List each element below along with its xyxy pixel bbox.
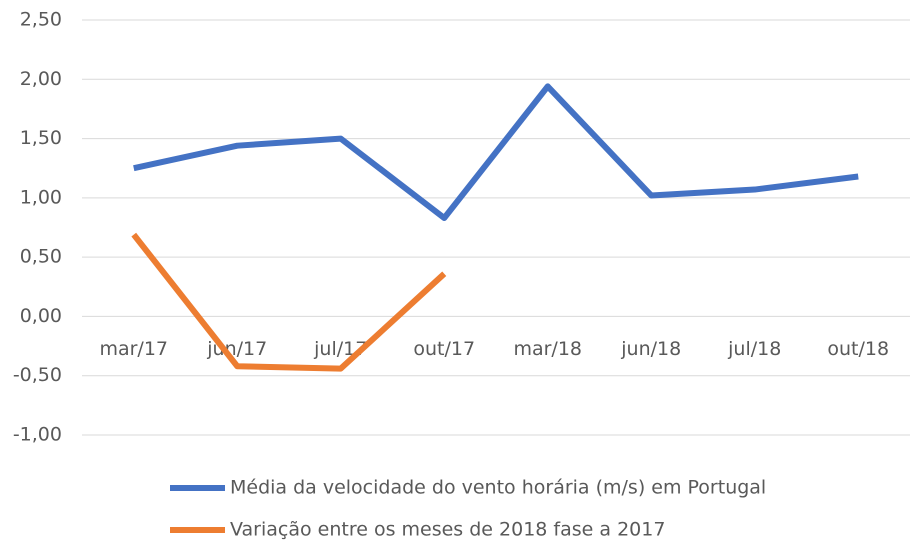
y-tick-label: 1,50 [20, 127, 62, 149]
y-tick-label: 0,50 [20, 246, 62, 268]
x-tick-label: mar/18 [513, 338, 582, 360]
y-tick-label: 1,00 [20, 186, 62, 208]
y-tick-label: -1,00 [13, 424, 62, 446]
y-tick-label: 0,00 [20, 305, 62, 327]
y-tick-label: 2,50 [20, 9, 62, 31]
x-tick-label: out/18 [827, 338, 889, 360]
x-tick-label: mar/17 [99, 338, 168, 360]
legend-label: Média da velocidade do vento horária (m/… [230, 477, 766, 499]
series-line [133, 83, 859, 222]
y-tick-label: -0,50 [13, 364, 62, 386]
series-line [131, 232, 447, 372]
x-tick-label: jun/18 [620, 338, 681, 360]
legend-label: Variação entre os meses de 2018 fase a 2… [230, 519, 665, 541]
x-tick-label: out/17 [413, 338, 475, 360]
y-tick-label: 2,00 [20, 68, 62, 90]
x-tick-label: jul/18 [727, 338, 781, 360]
